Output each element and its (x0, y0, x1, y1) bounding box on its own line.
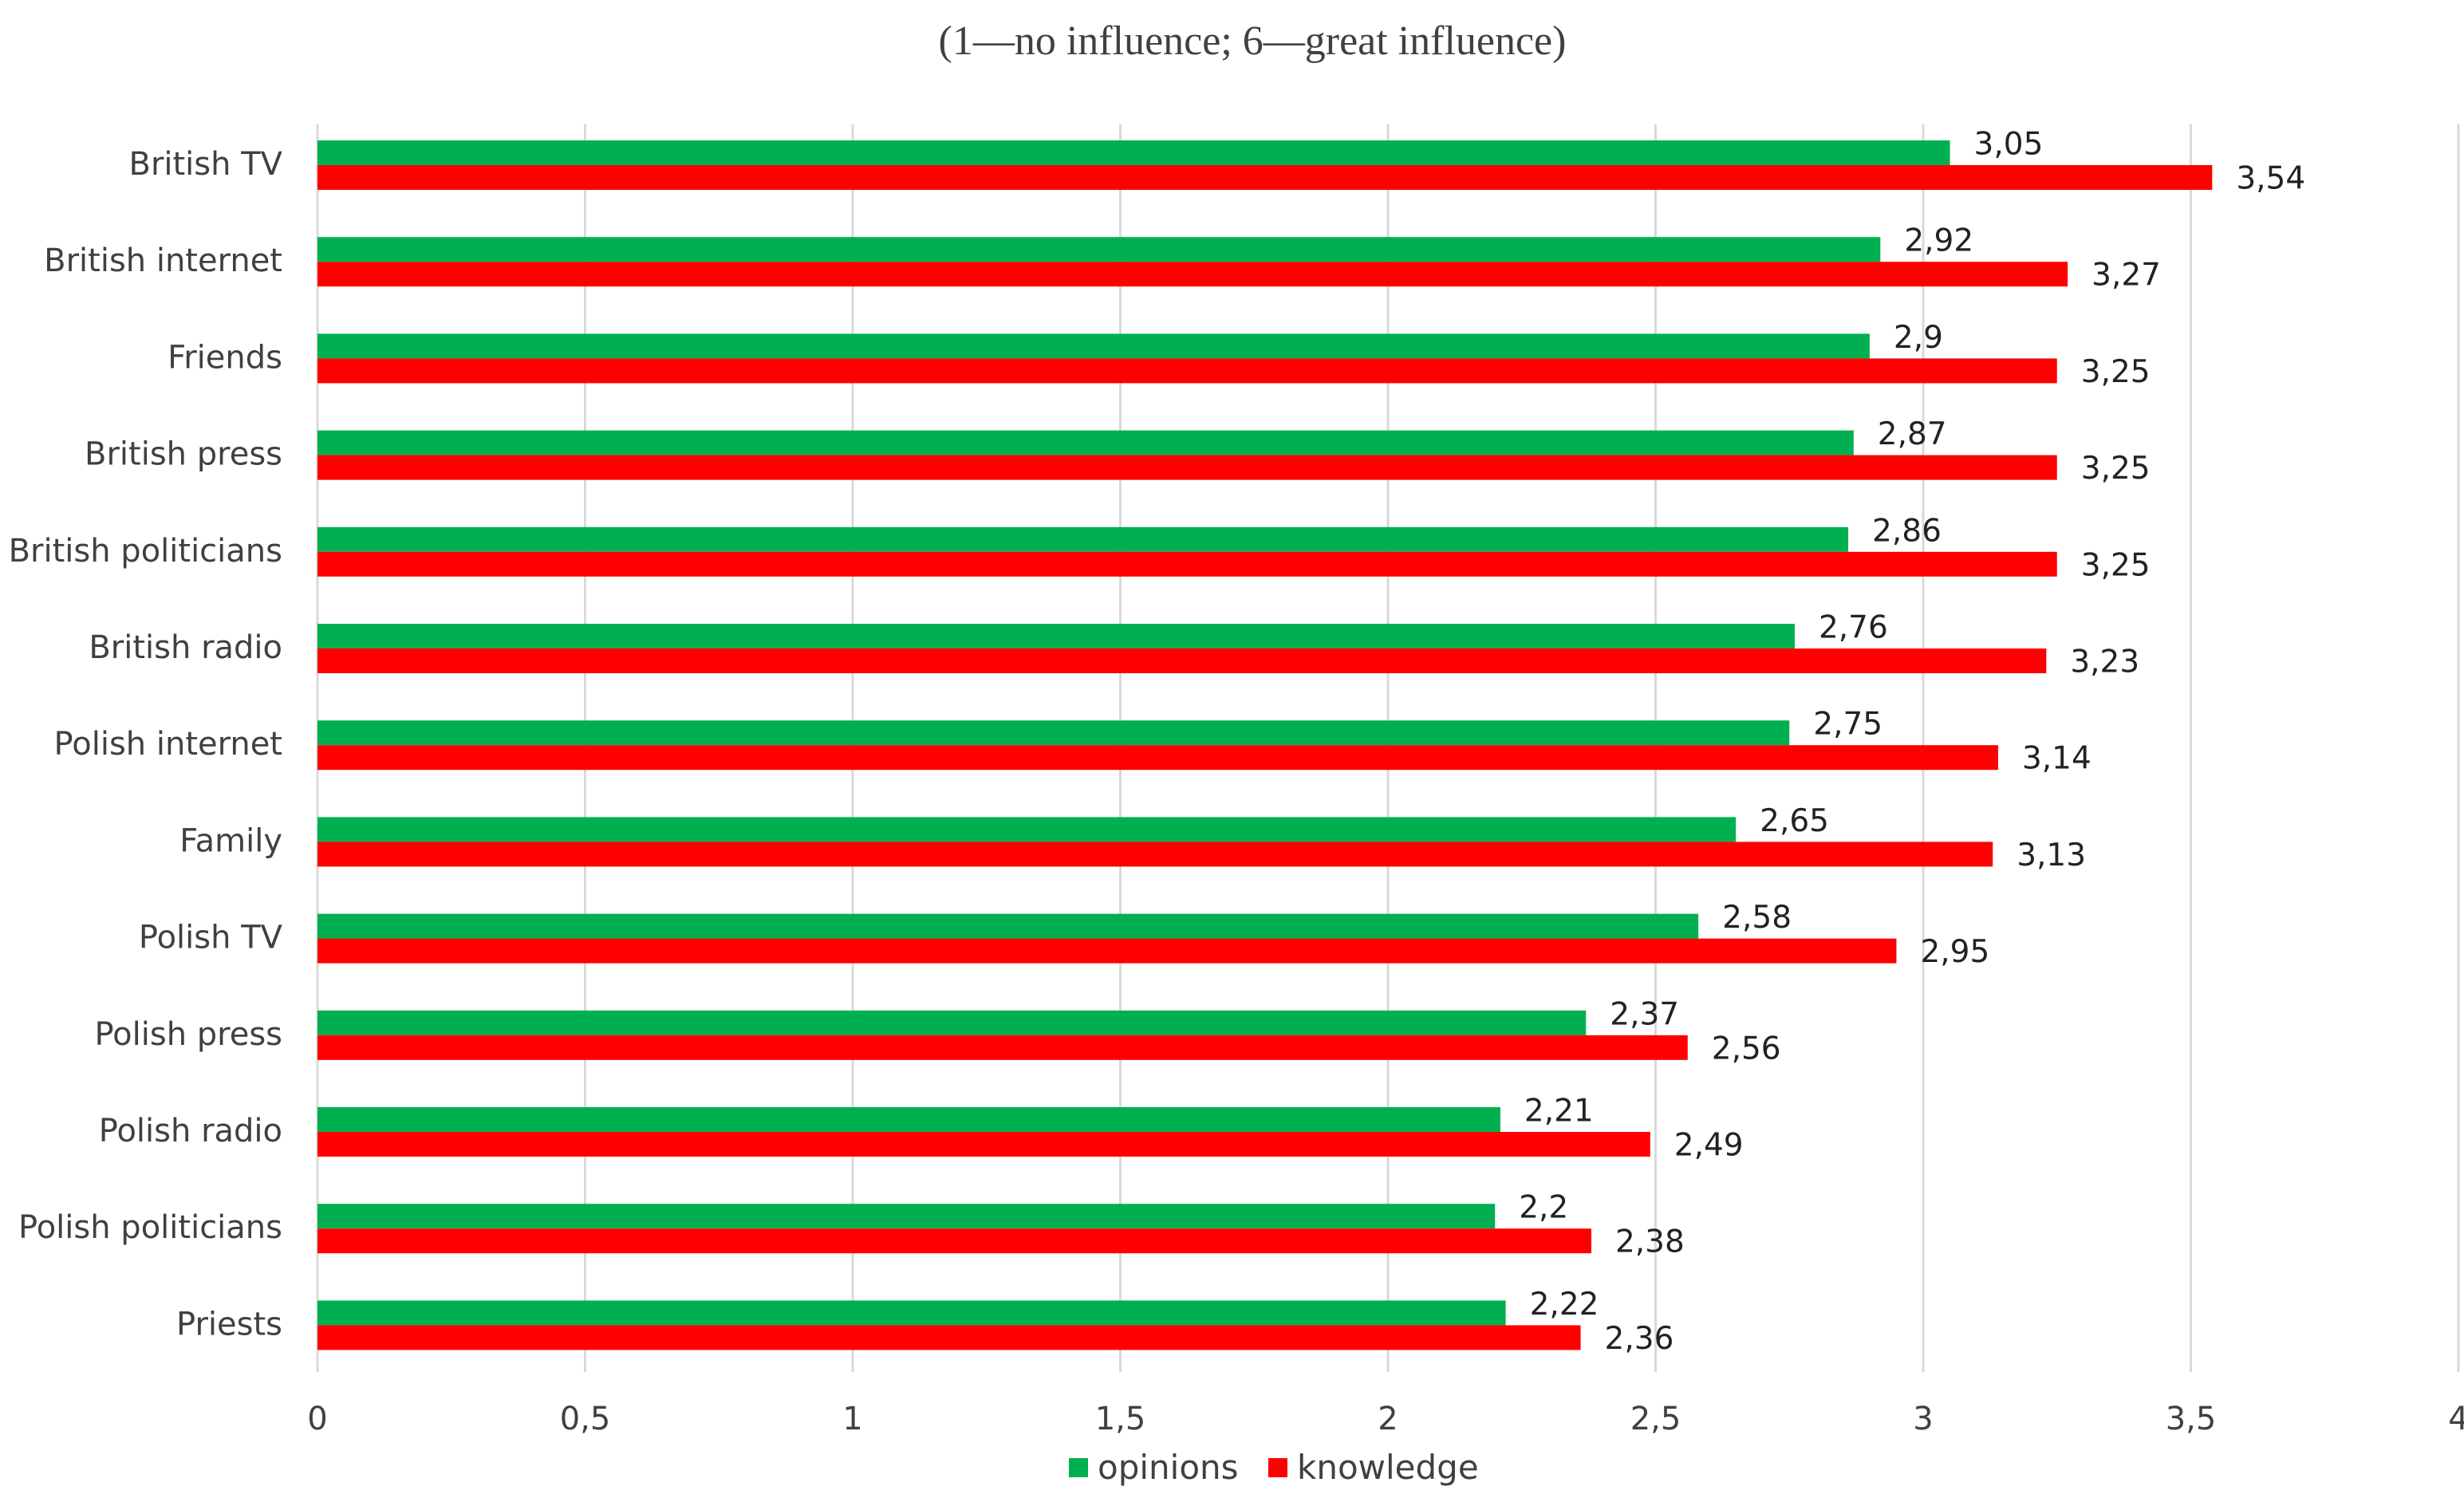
category-label: British press (85, 436, 282, 473)
bar-knowledge (317, 842, 1993, 867)
data-label-knowledge: 3,14 (2022, 741, 2091, 777)
bar-opinions (317, 237, 1881, 262)
data-label-opinions: 2,21 (1524, 1094, 1594, 1130)
data-label-knowledge: 2,36 (1605, 1321, 1674, 1357)
bar-opinions (317, 1204, 1496, 1229)
x-tick-label: 1,5 (1095, 1401, 1146, 1437)
bar-knowledge (317, 649, 2047, 673)
bar-opinions (317, 140, 1950, 165)
bar-opinions (317, 1107, 1500, 1132)
category-labels: British TV British internet Friends British… (9, 146, 283, 1342)
x-tick-label: 3,5 (2166, 1401, 2217, 1437)
bar-opinions (317, 1010, 1587, 1035)
bar-knowledge (317, 358, 2057, 384)
x-tick-label: 4 (2448, 1401, 2464, 1437)
x-tick-label: 3 (1913, 1401, 1933, 1437)
data-label-opinions: 2,9 (1894, 320, 1943, 356)
category-label: Polish internet (54, 726, 282, 763)
category-label: Priests (176, 1306, 282, 1342)
data-label-opinions: 2,75 (1813, 707, 1882, 743)
data-label-knowledge: 2,49 (1674, 1128, 1744, 1164)
bar-knowledge (317, 1325, 1581, 1350)
category-label: British internet (44, 242, 282, 279)
bar-knowledge (317, 745, 1998, 771)
legend-swatch-knowledge (1268, 1458, 1287, 1477)
data-label-knowledge: 3,27 (2091, 258, 2161, 294)
category-label: Family (179, 822, 282, 859)
data-label-opinions: 2,76 (1819, 610, 1888, 646)
data-label-opinions: 2,92 (1904, 223, 1973, 259)
data-label-opinions: 2,65 (1760, 803, 1829, 839)
data-label-opinions: 2,2 (1519, 1190, 1568, 1226)
data-label-knowledge: 3,25 (2081, 547, 2151, 583)
x-tick-label: 2,5 (1630, 1401, 1681, 1437)
bar-knowledge (317, 455, 2057, 480)
bars (317, 140, 2213, 1350)
chart-subtitle: (1—no influence; 6—great influence) (939, 18, 1567, 64)
bar-knowledge (317, 165, 2213, 190)
bar-knowledge (317, 551, 2057, 577)
bar-knowledge (317, 1228, 1591, 1254)
bar-knowledge (317, 262, 2068, 287)
category-label: British politicians (9, 533, 282, 570)
bar-opinions (317, 1300, 1506, 1326)
legend-label-opinions: opinions (1098, 1448, 1239, 1487)
x-tick-label: 0,5 (560, 1401, 611, 1437)
x-tick-label: 2 (1378, 1401, 1398, 1437)
category-label: Polish TV (139, 920, 283, 956)
bar-opinions (317, 624, 1795, 649)
data-label-knowledge: 2,95 (1920, 934, 1989, 970)
legend-swatch-opinions (1069, 1458, 1088, 1477)
data-label-knowledge: 2,56 (1712, 1031, 1781, 1066)
data-labels: 3,05 3,54 2,92 3,27 2,9 3,25 2,87 3,25 2,86 3,25 2… (1519, 127, 2305, 1357)
bar-knowledge (317, 1132, 1650, 1157)
data-label-opinions: 2,87 (1878, 416, 1947, 452)
data-label-knowledge: 3,23 (2070, 645, 2139, 680)
data-label-opinions: 2,22 (1530, 1287, 1599, 1323)
data-label-knowledge: 2,38 (1615, 1224, 1685, 1260)
category-label: Friends (168, 339, 282, 376)
data-label-opinions: 2,58 (1722, 900, 1792, 936)
bar-opinions (317, 913, 1699, 939)
data-label-knowledge: 3,54 (2236, 161, 2305, 197)
bar-opinions (317, 817, 1737, 842)
data-label-knowledge: 3,25 (2081, 451, 2151, 487)
category-label: Polish radio (99, 1113, 282, 1149)
data-label-opinions: 2,86 (1872, 513, 1942, 549)
x-axis-tick-labels: 0 0,5 1 1,5 2 2,5 3 3,5 4 (307, 1401, 2464, 1437)
x-tick-label: 1 (842, 1401, 862, 1437)
category-label: British radio (89, 629, 282, 666)
bar-opinions (317, 526, 1849, 552)
bar-opinions (317, 720, 1790, 746)
x-tick-label: 0 (307, 1401, 327, 1437)
data-label-opinions: 3,05 (1974, 127, 2044, 163)
data-label-knowledge: 3,13 (2017, 838, 2086, 873)
bar-knowledge (317, 938, 1897, 964)
category-label: Polish press (94, 1016, 282, 1053)
data-label-opinions: 2,37 (1610, 996, 1679, 1032)
data-label-knowledge: 3,25 (2081, 354, 2151, 390)
bar-opinions (317, 333, 1870, 359)
bar-opinions (317, 430, 1854, 455)
legend: opinions knowledge (1069, 1448, 1479, 1487)
legend-label-knowledge: knowledge (1297, 1448, 1479, 1487)
category-label: Polish politicians (18, 1209, 282, 1246)
bar-knowledge (317, 1035, 1688, 1060)
category-label: British TV (129, 146, 283, 183)
